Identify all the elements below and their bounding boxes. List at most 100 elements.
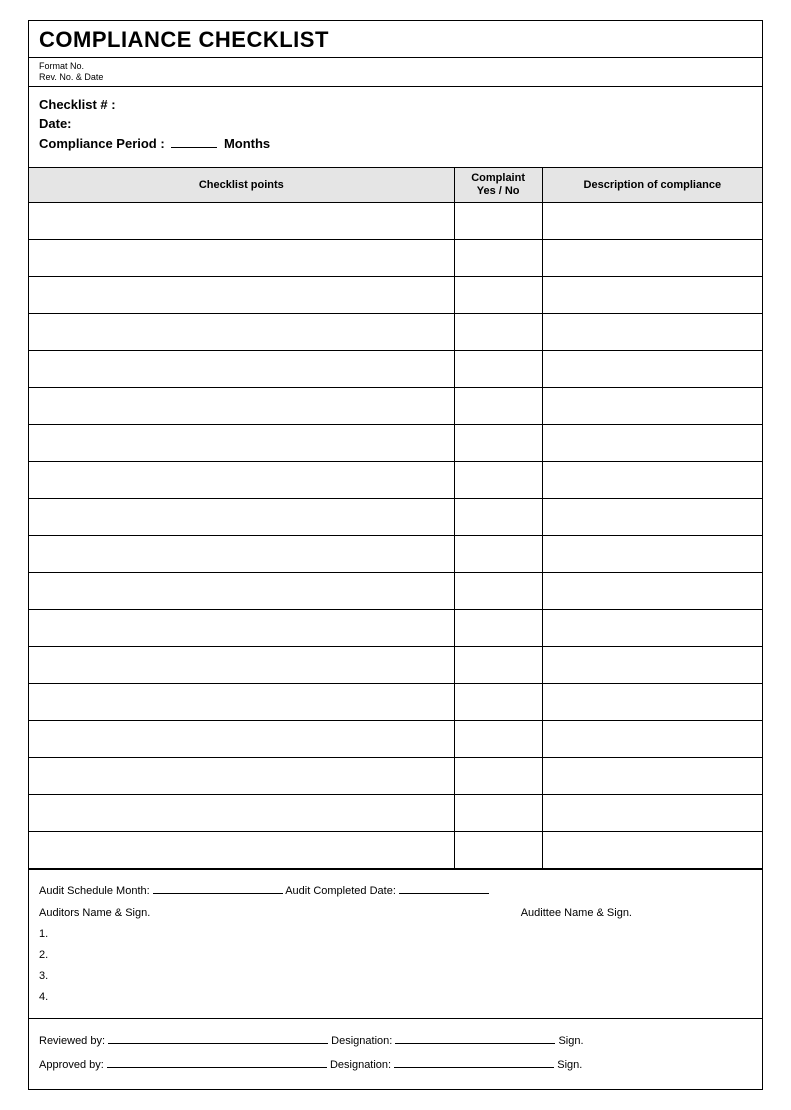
table-cell[interactable] <box>542 499 762 536</box>
approved-sign-label: Sign. <box>557 1059 582 1071</box>
compliance-period-label-post: Months <box>224 136 270 151</box>
checklist-number-label: Checklist # : <box>39 95 752 115</box>
compliance-period-blank[interactable] <box>171 136 217 148</box>
table-cell[interactable] <box>454 240 542 277</box>
table-cell[interactable] <box>454 351 542 388</box>
compliance-period-line: Compliance Period : Months <box>39 134 752 154</box>
table-row <box>29 536 762 573</box>
table-cell[interactable] <box>454 425 542 462</box>
table-cell[interactable] <box>542 758 762 795</box>
table-cell[interactable] <box>454 758 542 795</box>
reviewed-by-blank[interactable] <box>108 1034 328 1044</box>
footer-signoff-section: Reviewed by: Designation: Sign. Approved… <box>29 1018 762 1089</box>
audit-schedule-blank[interactable] <box>153 884 283 894</box>
date-label: Date: <box>39 114 752 134</box>
table-cell[interactable] <box>29 203 454 240</box>
table-cell[interactable] <box>29 425 454 462</box>
auditor-number-item: 4. <box>39 987 752 1008</box>
table-cell[interactable] <box>454 203 542 240</box>
table-cell[interactable] <box>542 610 762 647</box>
page-title: COMPLIANCE CHECKLIST <box>39 27 752 53</box>
table-header-row: Checklist points Complaint Yes / No Desc… <box>29 168 762 203</box>
table-cell[interactable] <box>29 351 454 388</box>
table-cell[interactable] <box>454 462 542 499</box>
audit-dates-line: Audit Schedule Month: Audit Completed Da… <box>39 880 752 902</box>
table-cell[interactable] <box>542 721 762 758</box>
table-row <box>29 758 762 795</box>
table-cell[interactable] <box>542 240 762 277</box>
table-cell[interactable] <box>454 684 542 721</box>
table-row <box>29 721 762 758</box>
table-cell[interactable] <box>542 425 762 462</box>
auditor-number-item: 1. <box>39 924 752 945</box>
table-cell[interactable] <box>542 277 762 314</box>
table-cell[interactable] <box>454 536 542 573</box>
table-row <box>29 462 762 499</box>
table-cell[interactable] <box>454 832 542 869</box>
table-cell[interactable] <box>542 684 762 721</box>
footer-audit-section: Audit Schedule Month: Audit Completed Da… <box>29 869 762 1018</box>
table-cell[interactable] <box>454 795 542 832</box>
col-header-desc: Description of compliance <box>542 168 762 203</box>
table-row <box>29 240 762 277</box>
table-cell[interactable] <box>542 536 762 573</box>
table-row <box>29 499 762 536</box>
table-cell[interactable] <box>542 314 762 351</box>
table-cell[interactable] <box>542 462 762 499</box>
table-cell[interactable] <box>29 277 454 314</box>
table-cell[interactable] <box>542 832 762 869</box>
reviewed-line: Reviewed by: Designation: Sign. <box>39 1029 752 1053</box>
table-cell[interactable] <box>29 610 454 647</box>
reviewed-by-label: Reviewed by: <box>39 1035 105 1047</box>
table-cell[interactable] <box>542 795 762 832</box>
table-cell[interactable] <box>454 314 542 351</box>
meta-format-no: Format No. <box>39 61 752 72</box>
table-cell[interactable] <box>454 499 542 536</box>
audit-completed-blank[interactable] <box>399 884 489 894</box>
table-cell[interactable] <box>542 351 762 388</box>
table-cell[interactable] <box>29 684 454 721</box>
table-row <box>29 425 762 462</box>
table-cell[interactable] <box>29 499 454 536</box>
table-cell[interactable] <box>454 388 542 425</box>
audit-schedule-label: Audit Schedule Month: <box>39 885 150 897</box>
table-cell[interactable] <box>29 462 454 499</box>
checklist-table: Checklist points Complaint Yes / No Desc… <box>29 167 762 869</box>
approved-by-blank[interactable] <box>107 1058 327 1068</box>
auditor-number-list: 1.2.3.4. <box>39 924 752 1008</box>
meta-rev-no-date: Rev. No. & Date <box>39 72 752 83</box>
table-body <box>29 203 762 869</box>
table-cell[interactable] <box>29 721 454 758</box>
approved-line: Approved by: Designation: Sign. <box>39 1053 752 1077</box>
table-cell[interactable] <box>29 536 454 573</box>
table-cell[interactable] <box>29 573 454 610</box>
compliance-period-label-pre: Compliance Period : <box>39 136 165 151</box>
table-cell[interactable] <box>454 277 542 314</box>
table-row <box>29 795 762 832</box>
table-row <box>29 314 762 351</box>
table-cell[interactable] <box>542 647 762 684</box>
table-cell[interactable] <box>29 647 454 684</box>
table-cell[interactable] <box>29 832 454 869</box>
auditors-label: Auditors Name & Sign. <box>39 902 150 924</box>
table-row <box>29 573 762 610</box>
table-cell[interactable] <box>29 388 454 425</box>
table-row <box>29 388 762 425</box>
reviewed-designation-blank[interactable] <box>395 1034 555 1044</box>
table-cell[interactable] <box>29 314 454 351</box>
title-row: COMPLIANCE CHECKLIST <box>29 21 762 57</box>
table-cell[interactable] <box>29 240 454 277</box>
table-cell[interactable] <box>454 647 542 684</box>
table-cell[interactable] <box>29 795 454 832</box>
reviewed-sign-label: Sign. <box>558 1035 583 1047</box>
table-cell[interactable] <box>454 573 542 610</box>
table-cell[interactable] <box>454 610 542 647</box>
table-cell[interactable] <box>542 388 762 425</box>
approved-designation-label: Designation: <box>330 1059 391 1071</box>
table-cell[interactable] <box>29 758 454 795</box>
table-cell[interactable] <box>542 573 762 610</box>
audit-completed-label: Audit Completed Date: <box>285 885 396 897</box>
table-cell[interactable] <box>454 721 542 758</box>
approved-designation-blank[interactable] <box>394 1058 554 1068</box>
table-cell[interactable] <box>542 203 762 240</box>
